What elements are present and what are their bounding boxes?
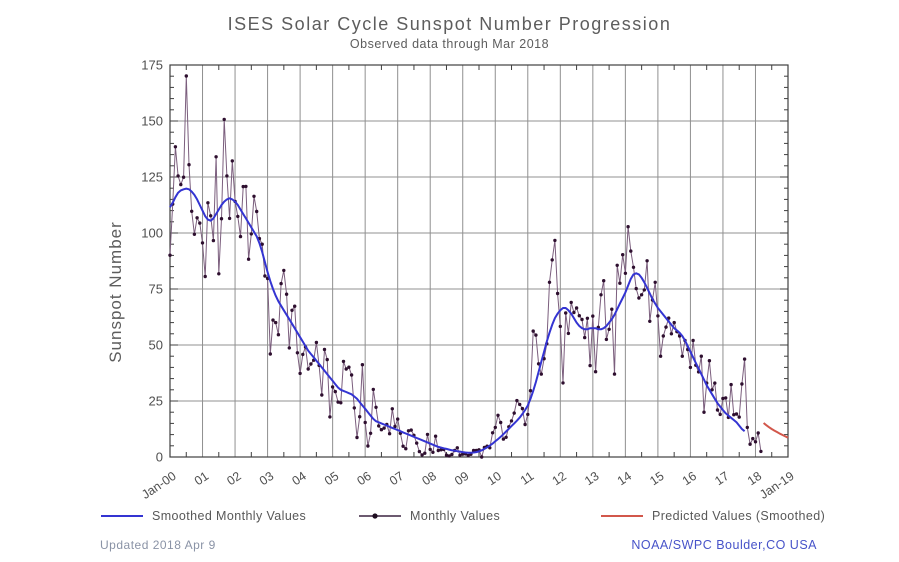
svg-text:14: 14 [615, 469, 634, 488]
svg-text:13: 13 [582, 469, 601, 488]
predicted-series-line [762, 422, 789, 439]
monthly-data-points [168, 74, 763, 459]
svg-text:75: 75 [149, 282, 163, 297]
svg-text:12: 12 [550, 469, 569, 488]
svg-text:11: 11 [518, 469, 537, 488]
svg-text:17: 17 [712, 469, 731, 488]
smoothed-line-sample-icon [101, 515, 143, 517]
svg-text:125: 125 [141, 170, 163, 185]
predicted-line-sample-icon [601, 515, 643, 517]
svg-text:Jan-19: Jan-19 [757, 469, 797, 500]
svg-text:09: 09 [452, 469, 471, 488]
y-axis-title: Sunspot Number [106, 221, 125, 363]
plot-frame [169, 64, 789, 458]
monthly-series-line [169, 75, 762, 459]
svg-text:50: 50 [149, 338, 163, 353]
credit-text: NOAA/SWPC Boulder,CO USA [631, 538, 817, 552]
chart-subtitle: Observed data through Mar 2018 [349, 37, 550, 51]
svg-text:175: 175 [141, 58, 163, 73]
svg-text:01: 01 [192, 469, 211, 488]
legend-item-monthly: Monthly Values [358, 509, 500, 523]
svg-text:07: 07 [387, 469, 406, 488]
legend-item-smoothed: Smoothed Monthly Values [100, 509, 306, 523]
svg-text:06: 06 [354, 469, 373, 488]
svg-text:150: 150 [141, 114, 163, 129]
chart-legend: Smoothed Monthly Values Monthly Values P… [0, 509, 899, 529]
monthly-line-dot-sample-icon [359, 513, 401, 519]
svg-text:Jan-00: Jan-00 [139, 469, 179, 500]
y-tick-labels: 0 25 50 75 100 125 150 175 [141, 58, 163, 465]
axis-ticks [170, 65, 788, 457]
svg-text:15: 15 [647, 469, 666, 488]
smoothed-series-line [169, 187, 746, 454]
svg-text:04: 04 [289, 469, 308, 488]
legend-label-monthly: Monthly Values [410, 509, 501, 523]
legend-item-predicted: Predicted Values (Smoothed) [600, 509, 825, 523]
chart-plot-svg: 0 25 50 75 100 125 150 175 Jan-00 01 02 03 04 05 06 07 0… [106, 58, 797, 502]
x-tick-labels: Jan-00 01 02 03 04 05 06 07 08 09 10 11 12 13 14 15 16 17… [139, 469, 797, 502]
svg-text:03: 03 [257, 469, 276, 488]
svg-text:08: 08 [420, 469, 439, 488]
sunspot-progression-chart: 0 25 50 75 100 125 150 175 Jan-00 01 02 03 04 05 06 07 0… [106, 58, 797, 502]
svg-text:16: 16 [680, 469, 699, 488]
svg-text:10: 10 [485, 469, 504, 488]
updated-date-text: Updated 2018 Apr 9 [100, 538, 216, 552]
grid-lines [170, 65, 788, 457]
svg-text:05: 05 [322, 469, 341, 488]
legend-label-smoothed: Smoothed Monthly Values [152, 509, 307, 523]
svg-text:18: 18 [745, 469, 764, 488]
svg-text:02: 02 [224, 469, 243, 488]
svg-text:0: 0 [156, 450, 163, 465]
legend-label-predicted: Predicted Values (Smoothed) [652, 509, 826, 523]
chart-title: ISES Solar Cycle Sunspot Number Progress… [227, 14, 672, 34]
svg-text:25: 25 [149, 394, 163, 409]
svg-text:100: 100 [141, 226, 163, 241]
